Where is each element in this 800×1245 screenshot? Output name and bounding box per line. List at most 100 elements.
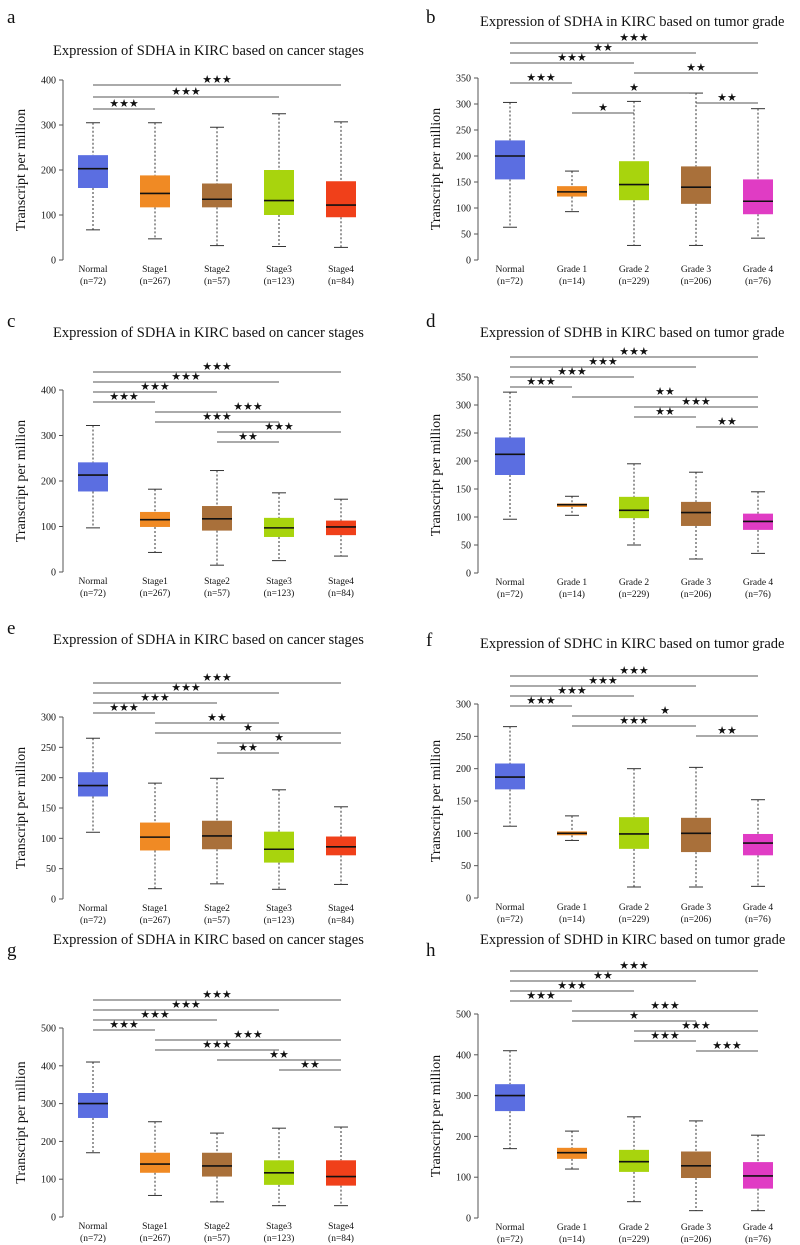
box-plot: 0 100 200 300 400 Transcript per million Norma…	[14, 361, 356, 599]
x-category-label: Grade 4	[743, 903, 774, 913]
x-sample-size-label: (n=72)	[497, 1234, 523, 1245]
y-tick-label: 350	[456, 74, 471, 85]
panel-f: f Expression of SDHC in KIRC based on tu…	[400, 610, 800, 925]
x-category-label: Stage3	[266, 904, 292, 914]
x-sample-size-label: (n=84)	[328, 1233, 354, 1244]
significance-stars: ★★★	[233, 401, 263, 413]
y-tick-label: 200	[456, 1132, 471, 1143]
x-category-label: Grade 1	[557, 1223, 588, 1233]
significance-stars: ★★★	[712, 1040, 742, 1052]
significance-stars: ★★★	[526, 990, 556, 1002]
x-sample-size-label: (n=123)	[264, 1233, 295, 1244]
x-category-label: Stage4	[328, 265, 354, 275]
y-tick-label: 300	[456, 401, 471, 412]
y-axis-title: Transcript per million	[14, 109, 29, 231]
significance-stars: ★★	[655, 406, 675, 418]
x-sample-size-label: (n=72)	[497, 589, 523, 600]
x-sample-size-label: (n=72)	[497, 914, 523, 925]
significance-stars: ★★	[238, 742, 258, 754]
y-tick-label: 100	[456, 829, 471, 840]
x-sample-size-label: (n=57)	[204, 1233, 230, 1244]
panel-letter: c	[7, 311, 16, 332]
significance-stars: ★	[629, 1010, 639, 1022]
x-category-label: Stage1	[142, 904, 168, 914]
x-sample-size-label: (n=14)	[559, 914, 585, 925]
box-grade-4	[743, 179, 773, 215]
significance-stars: ★★★	[171, 682, 201, 694]
significance-stars: ★★★	[619, 32, 649, 44]
significance-stars: ★	[598, 102, 608, 114]
x-sample-size-label: (n=206)	[681, 1234, 712, 1245]
y-tick-label: 100	[456, 1173, 471, 1184]
box-grade-3	[681, 501, 711, 526]
x-category-label: Stage1	[142, 1222, 168, 1232]
x-category-label: Grade 2	[619, 1223, 650, 1233]
y-tick-label: 200	[41, 1137, 56, 1148]
box-grade-2	[619, 161, 649, 201]
significance-stars: ★★	[593, 42, 613, 54]
x-category-label: Grade 2	[619, 265, 650, 275]
box-stage1	[140, 175, 170, 208]
x-sample-size-label: (n=229)	[619, 276, 650, 287]
panel-letter: h	[426, 940, 436, 961]
y-axis-title: Transcript per million	[14, 420, 29, 542]
y-axis-title: Transcript per million	[429, 414, 444, 536]
significance-stars: ★★★	[140, 381, 170, 393]
y-tick-label: 0	[51, 895, 56, 906]
x-sample-size-label: (n=84)	[328, 276, 354, 287]
y-tick-label: 400	[41, 76, 56, 87]
significance-stars: ★★★	[202, 74, 232, 86]
panel-d: d Expression of SDHB in KIRC based on tu…	[400, 305, 800, 610]
significance-stars: ★★★	[588, 675, 618, 687]
box-grade-3	[681, 1151, 711, 1179]
x-category-label: Stage1	[142, 577, 168, 587]
box-stage2	[202, 183, 232, 208]
x-category-label: Stage2	[204, 1222, 230, 1232]
x-category-label: Grade 3	[681, 265, 712, 275]
x-sample-size-label: (n=206)	[681, 914, 712, 925]
significance-stars: ★★★	[233, 1029, 263, 1041]
significance-stars: ★★★	[557, 685, 587, 697]
x-category-label: Normal	[495, 578, 524, 588]
x-category-label: Stage2	[204, 904, 230, 914]
box-stage4	[326, 520, 356, 536]
panel-e: e Expression of SDHA in KIRC based on ca…	[0, 610, 400, 926]
significance-stars: ★★★	[171, 86, 201, 98]
x-category-label: Grade 4	[743, 1223, 774, 1233]
significance-stars: ★★★	[557, 980, 587, 992]
box-grade-2	[619, 817, 649, 849]
box-plot: 0 100 200 300 400 500 Transcript per million No…	[429, 960, 774, 1245]
x-category-label: Stage4	[328, 904, 354, 914]
significance-stars: ★★★	[202, 411, 232, 423]
x-sample-size-label: (n=76)	[745, 914, 771, 925]
y-tick-label: 150	[41, 804, 56, 815]
chart-title: Expression of SDHA in KIRC based on canc…	[53, 43, 364, 59]
x-category-label: Normal	[495, 1223, 524, 1233]
significance-stars: ★★★	[202, 672, 232, 684]
x-category-label: Stage2	[204, 577, 230, 587]
x-category-label: Normal	[78, 265, 107, 275]
y-tick-label: 0	[466, 569, 471, 580]
y-tick-label: 300	[41, 713, 56, 724]
box-stage2	[202, 1152, 232, 1177]
y-tick-label: 200	[41, 477, 56, 488]
x-category-label: Grade 1	[557, 903, 588, 913]
box-grade-3	[681, 166, 711, 204]
significance-stars: ★	[243, 722, 253, 734]
chart-title: Expression of SDHA in KIRC based on tumo…	[480, 14, 785, 30]
x-category-label: Normal	[78, 904, 107, 914]
significance-stars: ★★	[593, 970, 613, 982]
x-sample-size-label: (n=72)	[80, 276, 106, 287]
chart-title: Expression of SDHA in KIRC based on canc…	[53, 932, 364, 948]
box-plot: 0 100 200 300 400 500 Transcript per million No…	[14, 989, 356, 1244]
y-tick-label: 500	[456, 1010, 471, 1021]
x-sample-size-label: (n=72)	[80, 915, 106, 926]
panel-letter: d	[426, 311, 436, 332]
x-category-label: Stage1	[142, 265, 168, 275]
significance-stars: ★	[660, 705, 670, 717]
significance-stars: ★★★	[588, 356, 618, 368]
y-tick-label: 400	[456, 1050, 471, 1061]
y-tick-label: 0	[51, 256, 56, 267]
box-normal	[78, 772, 108, 797]
x-category-label: Stage4	[328, 1222, 354, 1232]
